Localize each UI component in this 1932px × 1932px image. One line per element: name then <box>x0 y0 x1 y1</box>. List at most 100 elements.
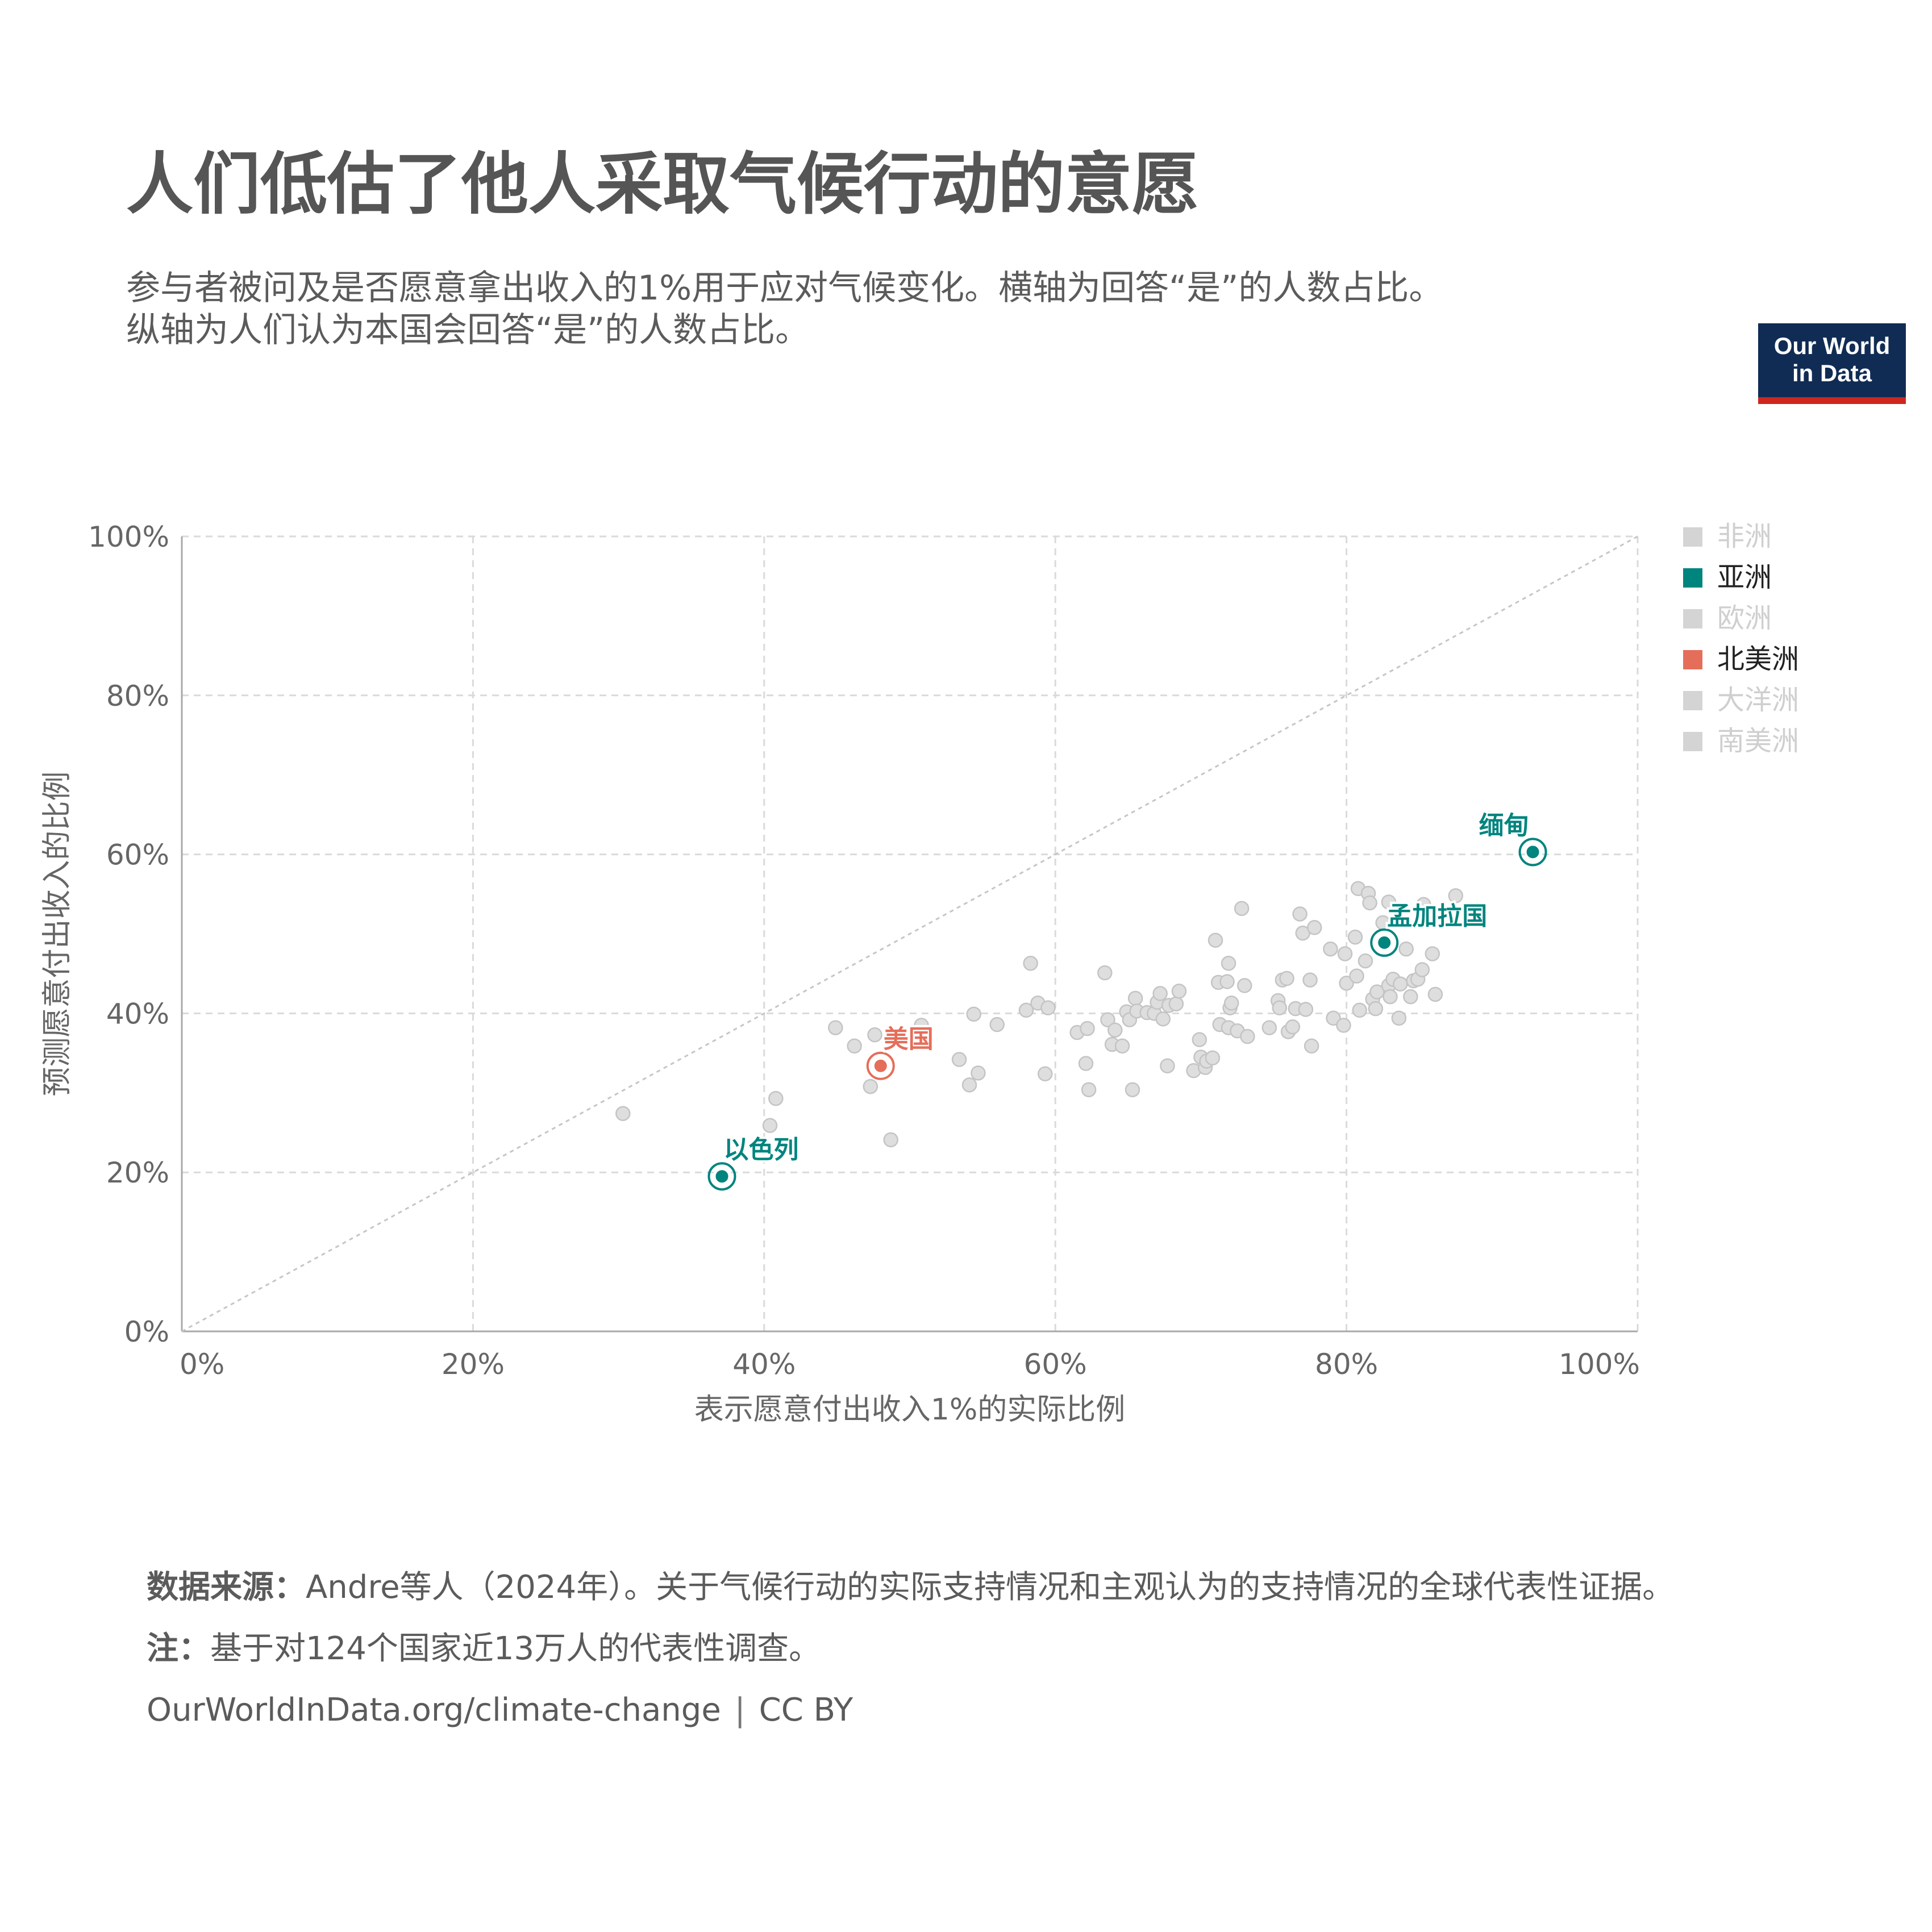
data-point <box>1337 946 1353 961</box>
point-label: 美国 <box>884 1025 934 1054</box>
highlighted-data-point <box>873 1058 888 1073</box>
data-point <box>1097 965 1113 981</box>
data-point <box>1358 953 1373 969</box>
legend-swatch <box>1683 527 1702 547</box>
data-point <box>1349 968 1364 984</box>
data-point <box>961 1077 977 1093</box>
y-tick-label: 40% <box>106 997 169 1030</box>
subtitle-line-1: 参与者被问及是否愿意拿出收入的1%用于应对气候变化。横轴为回答“是”的人数占比。 <box>126 268 1443 308</box>
highlight-ring <box>1370 928 1399 957</box>
source-line: 数据来源：Andre等人（2024年）。关于气候行动的实际支持情况和主观认为的支… <box>147 1557 1674 1618</box>
data-point <box>1107 1022 1123 1038</box>
data-point <box>1205 1050 1221 1065</box>
highlighted-data-point <box>1377 935 1392 950</box>
chart-subtitle: 参与者被问及是否愿意拿出收入的1%用于应对气候变化。横轴为回答“是”的人数占比。… <box>126 267 1660 351</box>
data-point <box>847 1038 862 1054</box>
data-point <box>1326 1010 1341 1026</box>
legend-swatch <box>1683 691 1702 710</box>
scatter-chart: 0% 0% 20% 20% 40% 40% 60% 60% 80% 80% 100% 100% 表示愿意… <box>40 521 1799 1427</box>
y-tick-label: 0% <box>124 1315 169 1348</box>
data-point <box>951 1052 967 1067</box>
license-text[interactable]: CC BY <box>759 1692 853 1729</box>
data-point <box>1219 974 1235 989</box>
x-axis-title: 表示愿意付出收入1%的实际比例 <box>694 1393 1126 1427</box>
data-point <box>1362 895 1377 911</box>
data-point <box>1279 971 1294 986</box>
legend-label: 南美洲 <box>1717 725 1799 757</box>
data-point <box>1023 956 1038 971</box>
data-point <box>1221 956 1236 971</box>
data-point <box>1383 989 1398 1005</box>
data-point <box>971 1065 986 1081</box>
y-tick-label: 20% <box>106 1156 169 1189</box>
data-point <box>1403 989 1418 1005</box>
x-tick-label: 60% <box>1024 1348 1087 1381</box>
note-label: 注： <box>147 1630 210 1667</box>
legend-label: 大洋洲 <box>1717 684 1799 716</box>
data-point <box>1416 897 1431 912</box>
data-point <box>1160 1058 1175 1073</box>
data-point <box>1155 1011 1171 1027</box>
data-point <box>1339 975 1354 991</box>
data-point <box>1223 995 1239 1011</box>
data-point <box>1080 1021 1095 1036</box>
legend-swatch <box>1683 650 1702 669</box>
data-point <box>1234 901 1250 916</box>
data-point <box>1352 1002 1367 1018</box>
legend-label: 北美洲 <box>1717 643 1799 675</box>
highlighted-data-point <box>714 1169 730 1184</box>
data-point <box>1240 1029 1255 1044</box>
logo-line-1: Our World <box>1773 332 1891 359</box>
source-text: Andre等人（2024年）。关于气候行动的实际支持情况和主观认为的支持情况的全… <box>306 1569 1675 1606</box>
data-point <box>1081 1082 1097 1097</box>
data-point <box>828 1020 843 1035</box>
source-url[interactable]: OurWorldInData.org/climate-change <box>147 1692 721 1729</box>
data-point <box>615 1106 631 1121</box>
legend-label: 欧洲 <box>1717 602 1772 634</box>
legend-swatch <box>1683 568 1702 588</box>
point-label: 以色列 <box>724 1135 799 1164</box>
data-point <box>1347 929 1363 945</box>
data-point <box>1427 986 1443 1002</box>
data-point <box>1336 1018 1351 1033</box>
data-point <box>1018 1002 1034 1018</box>
source-label: 数据来源： <box>147 1569 306 1606</box>
data-point <box>914 1018 929 1033</box>
data-point <box>1298 1002 1314 1017</box>
x-tick-label: 40% <box>732 1348 796 1381</box>
data-point <box>1323 941 1338 957</box>
data-point <box>1391 1010 1407 1026</box>
data-point <box>867 1027 882 1043</box>
data-point <box>1152 986 1168 1001</box>
owid-logo[interactable]: Our World in Data <box>1758 323 1906 404</box>
point-label: 缅甸 <box>1479 811 1529 840</box>
data-point <box>768 1090 784 1106</box>
point-label: 孟加拉国 <box>1387 902 1487 931</box>
data-point <box>863 1079 878 1094</box>
data-point <box>1261 1020 1277 1035</box>
logo-line-2: in Data <box>1792 360 1872 386</box>
x-tick-label: 0% <box>180 1348 224 1381</box>
data-point <box>1114 1038 1130 1054</box>
data-point <box>883 1132 898 1148</box>
data-point <box>1038 1066 1053 1081</box>
y-axis-title: 预测愿意付出收入的比例 <box>40 771 74 1096</box>
y-tick-label: 60% <box>106 839 169 872</box>
data-point <box>1127 990 1143 1006</box>
diagonal-reference-line <box>181 535 1638 1333</box>
data-point <box>1040 1000 1056 1015</box>
data-point <box>1208 932 1223 948</box>
note-line: 注：基于对124个国家近13万人的代表性调查。 <box>147 1618 1674 1680</box>
highlight-ring <box>1518 838 1547 867</box>
data-point <box>1125 1082 1140 1097</box>
chart-title: 人们低估了他人采取气候行动的意愿 <box>126 145 1200 223</box>
y-tick-label: 100% <box>88 521 169 553</box>
note-text: 基于对124个国家近13万人的代表性调查。 <box>210 1630 821 1667</box>
data-point <box>1078 1056 1094 1071</box>
data-point <box>1481 811 1497 826</box>
logo-accent-bar <box>1758 397 1906 404</box>
legend-label: 亚洲 <box>1717 561 1772 593</box>
x-tick-label: 20% <box>442 1348 505 1381</box>
data-point <box>1100 1012 1115 1027</box>
x-tick-label: 100% <box>1559 1348 1640 1381</box>
